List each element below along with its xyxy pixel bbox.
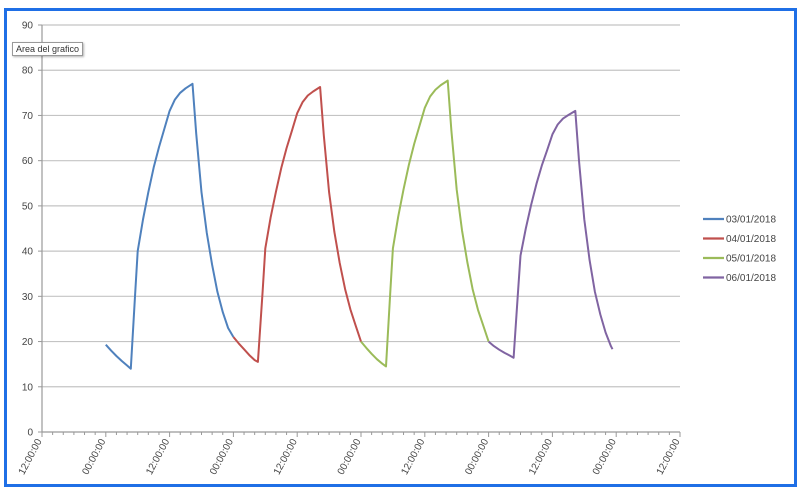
legend-label: 06/01/2018 xyxy=(726,273,776,284)
x-tick-label: 00:00:00 xyxy=(463,437,491,477)
x-tick-label: 00:00:00 xyxy=(80,437,108,477)
x-tick-label: 12:00:00 xyxy=(399,437,427,477)
y-tick-label: 30 xyxy=(22,292,34,303)
y-tick-label: 10 xyxy=(22,382,34,393)
series-line-2 xyxy=(232,86,362,363)
y-tick-label: 0 xyxy=(27,428,33,439)
x-tick-label: 12:00:00 xyxy=(527,437,555,477)
series-line-3 xyxy=(360,79,490,368)
legend-label: 05/01/2018 xyxy=(726,254,776,265)
chart-frame xyxy=(4,8,797,487)
y-tick-label: 70 xyxy=(22,111,34,122)
legend-label: 03/01/2018 xyxy=(726,215,776,226)
series-line-4 xyxy=(487,109,614,359)
legend-label: 04/01/2018 xyxy=(726,234,776,245)
chart-area-tooltip: Area del grafico xyxy=(12,42,84,56)
y-tick-label: 20 xyxy=(22,337,34,348)
x-tick-label: 12:00:00 xyxy=(17,437,45,477)
y-tick-label: 80 xyxy=(22,66,34,77)
x-tick-label: 00:00:00 xyxy=(208,437,236,477)
x-tick-label: 00:00:00 xyxy=(591,437,619,477)
x-tick-label: 12:00:00 xyxy=(144,437,172,477)
x-tick-label: 12:00:00 xyxy=(272,437,300,477)
x-tick-label: 12:00:00 xyxy=(655,437,683,477)
y-tick-label: 50 xyxy=(22,201,34,212)
y-tick-label: 60 xyxy=(22,156,34,167)
y-tick-label: 90 xyxy=(22,21,34,32)
series-line-1 xyxy=(105,82,235,370)
y-tick-label: 40 xyxy=(22,247,34,258)
x-tick-label: 00:00:00 xyxy=(336,437,364,477)
